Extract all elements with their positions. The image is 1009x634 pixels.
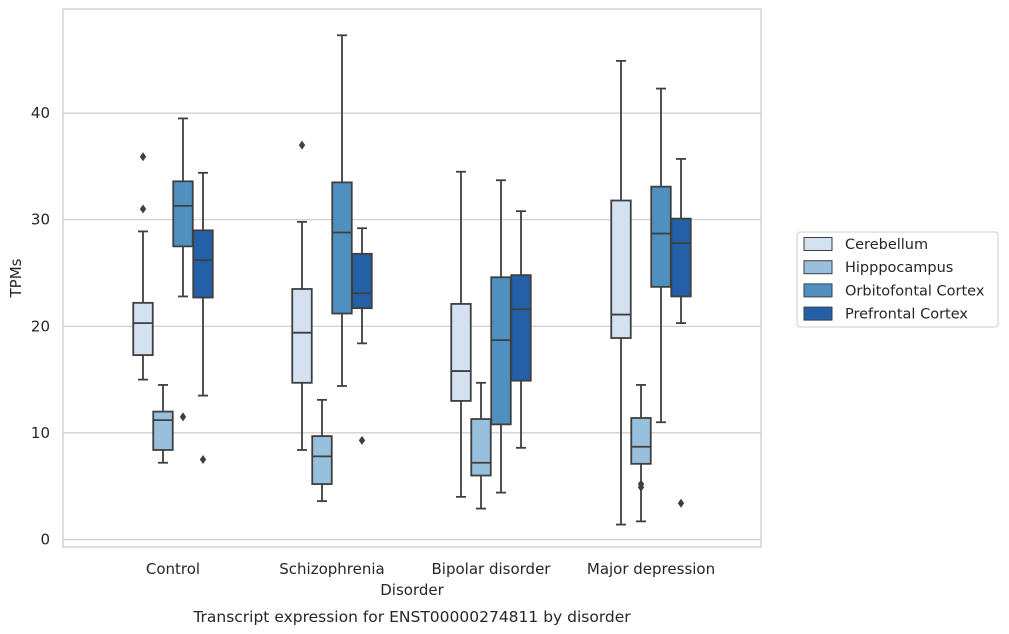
iqr-box (132, 301, 154, 356)
y-axis-label: TPMs (7, 258, 25, 298)
iqr-box (630, 417, 652, 465)
outlier-point (358, 435, 366, 445)
iqr-box (152, 410, 174, 451)
gridlines (63, 112, 761, 541)
iqr-box (670, 217, 692, 298)
outlier-point (677, 498, 685, 508)
box-group (450, 170, 472, 498)
y-tick-label: 20 (31, 317, 50, 335)
iqr-box (490, 276, 512, 426)
legend-label: Prefrontal Cortex (845, 307, 968, 323)
box-group (630, 384, 652, 523)
y-tick-label: 30 (31, 211, 50, 229)
outlier-point (179, 412, 187, 422)
legend-swatch (803, 306, 833, 321)
iqr-box (192, 229, 214, 299)
x-tick-label: Control (146, 560, 200, 578)
legend-label: Hipppocampus (845, 260, 953, 276)
x-tick-label: Schizophrenia (279, 560, 384, 578)
outlier-point (298, 140, 306, 150)
outlier-point (199, 455, 207, 465)
box-group (192, 171, 214, 465)
box-group (311, 398, 333, 503)
box-group (172, 117, 194, 422)
iqr-box (172, 180, 194, 248)
iqr-box (331, 181, 353, 315)
box-group (670, 158, 692, 508)
iqr-box (311, 435, 333, 485)
y-tick-label: 10 (31, 424, 50, 442)
legend-swatch (803, 237, 833, 251)
y-tick-labels: 0 10 20 30 40 (31, 104, 50, 548)
iqr-box (650, 185, 672, 288)
x-tick-label: Major depression (587, 560, 715, 578)
outlier-point (139, 152, 147, 162)
chart-caption: Transcript expression for ENST0000027481… (192, 608, 631, 626)
iqr-box (351, 252, 373, 310)
legend-frame (796, 231, 999, 328)
box-group (152, 384, 174, 464)
outlier-point (637, 479, 645, 489)
legend-swatch (803, 283, 833, 298)
plot-frame (62, 8, 762, 548)
box-group (132, 152, 154, 381)
iqr-box (510, 274, 532, 382)
outlier-point (139, 204, 147, 214)
box-group (470, 381, 492, 510)
boxes (132, 34, 692, 526)
iqr-box (291, 288, 313, 384)
legend-label: Orbitofontal Cortex (845, 283, 985, 299)
box-group (351, 227, 373, 445)
box-group (650, 87, 672, 424)
box-group (510, 210, 532, 449)
legend-swatch (803, 260, 833, 275)
x-tick-label: Bipolar disorder (432, 560, 552, 578)
box-group (490, 179, 512, 494)
y-tick-label: 0 (40, 531, 50, 549)
legend: Cerebellum Hipppocampus Orbitofontal Corte… (796, 231, 999, 328)
box-group (331, 34, 353, 387)
legend-label: Cerebellum (845, 237, 928, 253)
box-group (610, 59, 632, 526)
iqr-box (470, 418, 492, 477)
y-tick-label: 40 (31, 104, 50, 122)
x-tick-labels: Control Schizophrenia Bipolar disorder Majo… (146, 560, 715, 578)
x-axis-label: Disorder (380, 581, 444, 599)
box-group (291, 140, 313, 451)
iqr-box (610, 199, 632, 339)
iqr-box (450, 303, 472, 402)
